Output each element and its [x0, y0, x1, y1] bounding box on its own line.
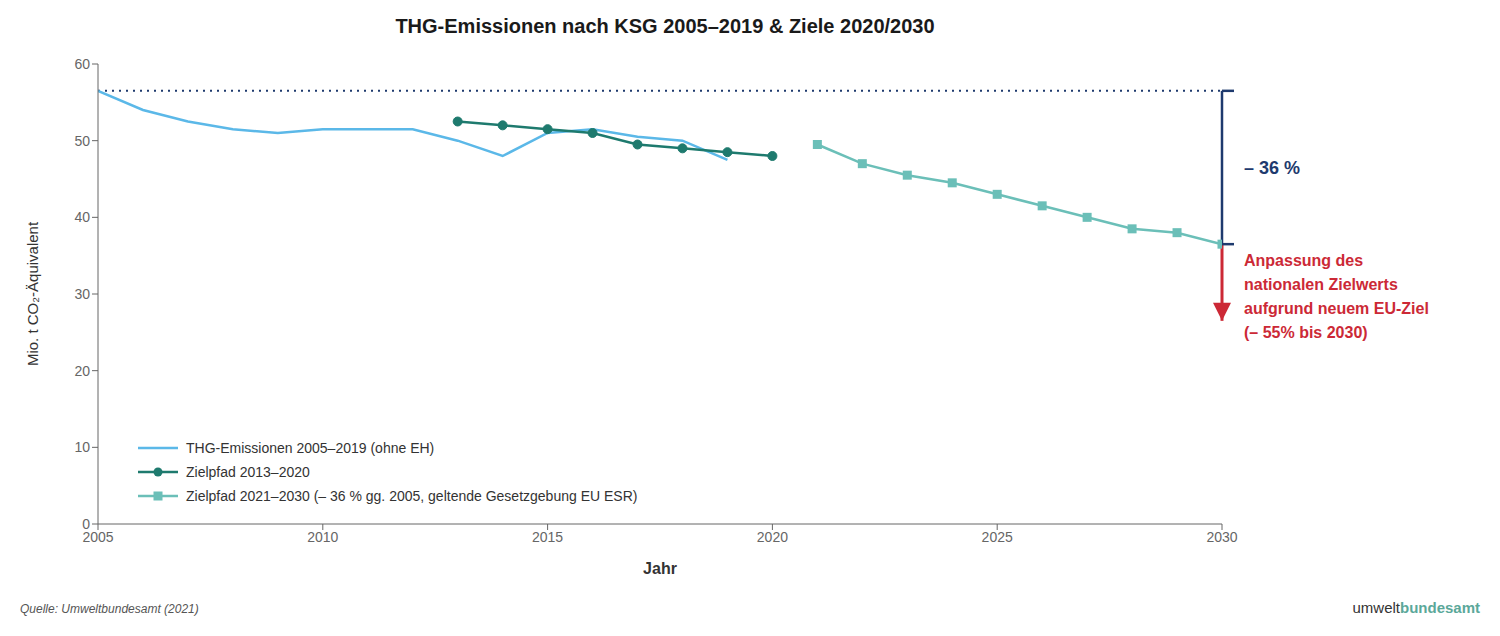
svg-text:50: 50 [74, 133, 90, 149]
html-text:THG-Emissionen 2005–2019 (ohne: THG-Emissionen 2005–2019 (ohne EH) [186, 440, 435, 456]
html-text:Zielpfad 2013–2020: Zielpfad 2013–2020 [186, 464, 310, 480]
svg-text:2020: 2020 [757, 529, 788, 545]
svg-text:2030: 2030 [1206, 529, 1237, 545]
svg-text:2025: 2025 [982, 529, 1013, 545]
svg-text:Mio. t CO₂-Äquivalent: Mio. t CO₂-Äquivalent [24, 221, 41, 366]
svg-text:20: 20 [74, 363, 90, 379]
svg-text:0: 0 [82, 516, 90, 532]
svg-text:40: 40 [74, 209, 90, 225]
html-text:Quelle: Umweltbundesamt (2021): Quelle: Umweltbundesamt (2021) [20, 602, 199, 616]
svg-text:10: 10 [74, 439, 90, 455]
svg-text:30: 30 [74, 286, 90, 302]
html-text:Zielpfad 2021–2030 (– 36 % gg.: Zielpfad 2021–2030 (– 36 % gg. 2005, gel… [186, 488, 638, 504]
html-text:umwelt bundesamt: umwelt bundesamt [1352, 599, 1480, 616]
html-text:THG-Emissionen nach KSG 2005–2: THG-Emissionen nach KSG 2005–2019 & Ziel… [395, 15, 935, 37]
svg-text:60: 60 [74, 56, 90, 72]
svg-text:Jahr: Jahr [643, 560, 677, 577]
svg-text:2005: 2005 [82, 528, 114, 545]
svg-text:2010: 2010 [307, 529, 338, 545]
svg-text:Anpassung desnationalen Zielwe: Anpassung desnationalen Zielwertsaufgrun… [1244, 252, 1429, 341]
svg-text:– 36 %: – 36 % [1244, 158, 1300, 178]
svg-text:2015: 2015 [532, 529, 563, 545]
